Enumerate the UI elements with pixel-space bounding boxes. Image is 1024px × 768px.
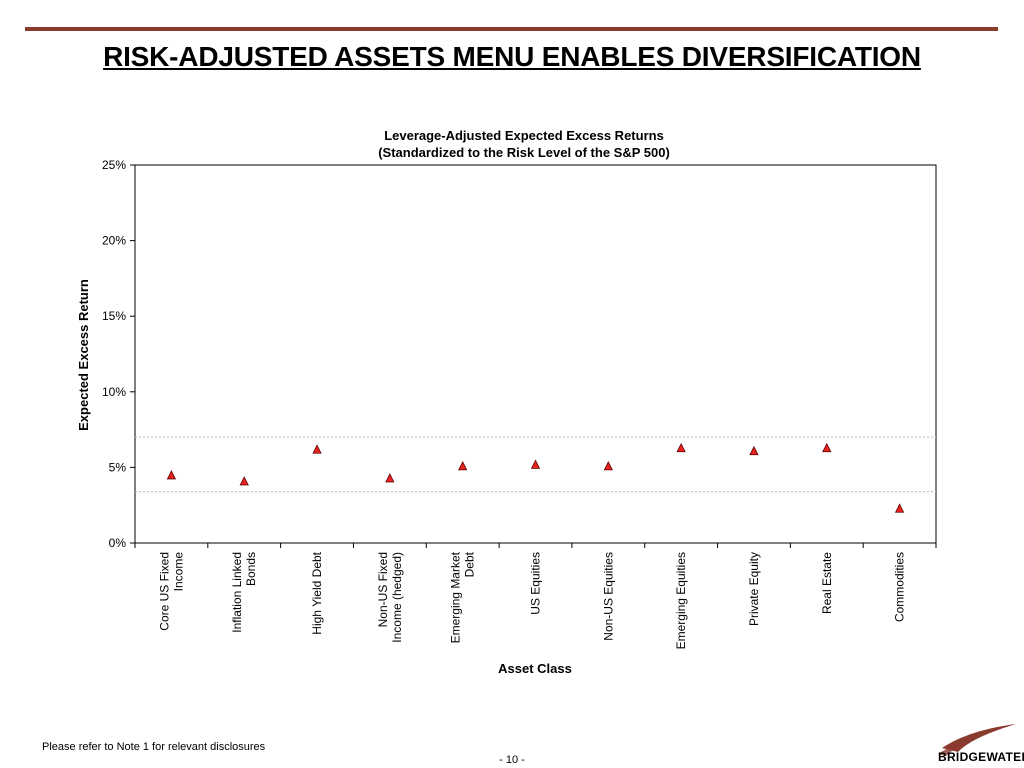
data-point-marker [676, 442, 686, 453]
x-category-label-line: Real Estate [820, 552, 834, 614]
x-category-label-line: Core US Fixed [157, 552, 171, 631]
y-tick-label: 10% [102, 385, 126, 399]
x-category-label: Emerging Market Debt [449, 551, 477, 643]
page-number: - 10 - [499, 754, 525, 766]
plot-area [134, 164, 937, 544]
data-point-marker [749, 445, 759, 456]
y-tick-label: 20% [102, 234, 126, 248]
y-tick-label: 15% [102, 309, 126, 323]
reference-lines [135, 436, 936, 493]
x-category-label: High Yield Debt [310, 551, 324, 634]
x-category-label-line: High Yield Debt [310, 551, 324, 634]
x-axis-label: Asset Class [498, 661, 572, 676]
data-point-marker [894, 503, 905, 513]
x-category-label: Private Equity [747, 552, 761, 626]
page-title: RISK-ADJUSTED ASSETS MENU ENABLES DIVERS… [103, 41, 921, 72]
x-category-label: US Equities [529, 552, 543, 615]
data-point-marker [822, 442, 832, 453]
top-rule [25, 27, 998, 31]
x-category-label: Inflation Linked Bonds [230, 552, 258, 633]
data-point-marker [603, 460, 613, 471]
data-point-marker [239, 476, 249, 486]
x-category-label: Core US Fixed Income [157, 552, 185, 631]
y-tick-label: 5% [109, 460, 127, 474]
x-category-label-line: Emerging Market [449, 551, 463, 643]
x-category-label-line: Bonds [244, 552, 258, 586]
data-markers [166, 442, 905, 513]
logo-text: BRIDGEWATER [938, 750, 1024, 764]
x-category-label: Emerging Equities [674, 552, 688, 649]
y-tick-label: 0% [109, 536, 127, 550]
x-category-label-line: Non-US Fixed [376, 552, 390, 627]
x-category-label-line: US Equities [529, 552, 543, 615]
data-point-marker [458, 460, 468, 471]
chart-title: Leverage-Adjusted Expected Excess Return… [384, 128, 664, 143]
x-axis: Core US Fixed Income Inflation Linked Bonds… [134, 543, 937, 649]
x-category-label-line: Emerging Equities [674, 552, 688, 649]
chart-subtitle: (Standardized to the Risk Level of the S… [378, 145, 670, 160]
data-point-marker [166, 470, 177, 480]
x-category-label-line: Income (hedged) [390, 552, 404, 643]
x-category-label: Non-US Equities [601, 552, 615, 641]
x-category-label-line: Inflation Linked [230, 552, 244, 633]
x-category-label-line: Commodities [893, 552, 907, 622]
x-category-label-line: Non-US Equities [601, 552, 615, 641]
bridgewater-logo [938, 724, 1016, 756]
data-point-marker [530, 459, 541, 469]
data-point-marker [385, 473, 395, 483]
x-category-label: Non-US Fixed Income (hedged) [376, 552, 404, 643]
x-category-label: Commodities [893, 552, 907, 622]
x-category-label-line: Income [171, 552, 185, 592]
y-tick-label: 25% [102, 158, 126, 172]
data-point-marker [312, 444, 322, 454]
x-category-label-line: Debt [463, 551, 477, 577]
y-axis-label: Expected Excess Return [76, 279, 91, 431]
x-category-label-line: Private Equity [747, 552, 761, 626]
y-axis: 0% 5% 10% 15% 20% 25% [102, 158, 135, 550]
footer-disclosure-note: Please refer to Note 1 for relevant disc… [42, 741, 266, 753]
x-category-label: Real Estate [820, 552, 834, 614]
